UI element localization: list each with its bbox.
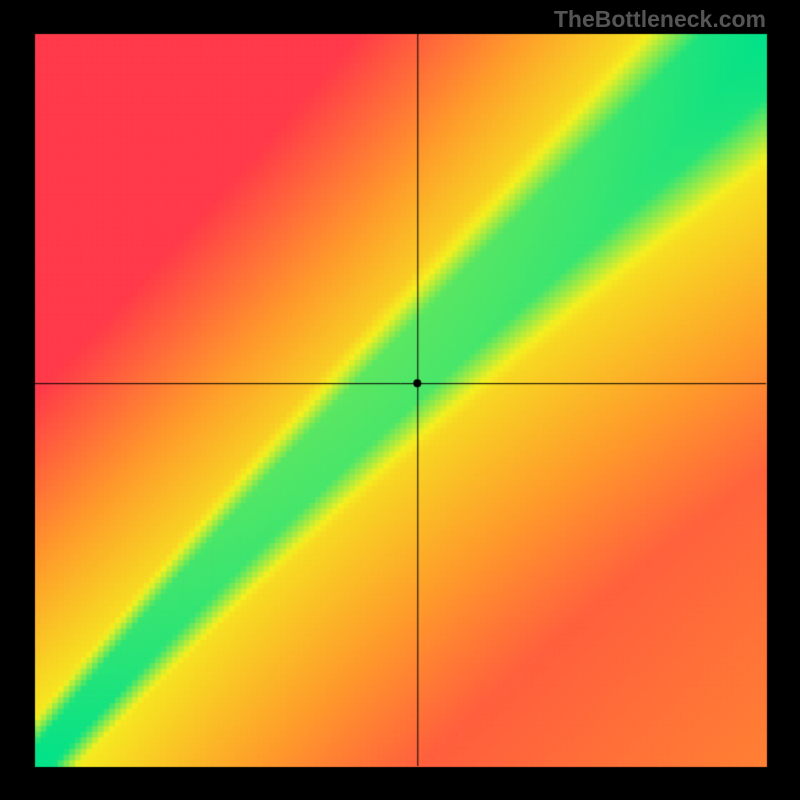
bottleneck-heatmap xyxy=(0,0,800,800)
watermark-text: TheBottleneck.com xyxy=(554,6,766,33)
